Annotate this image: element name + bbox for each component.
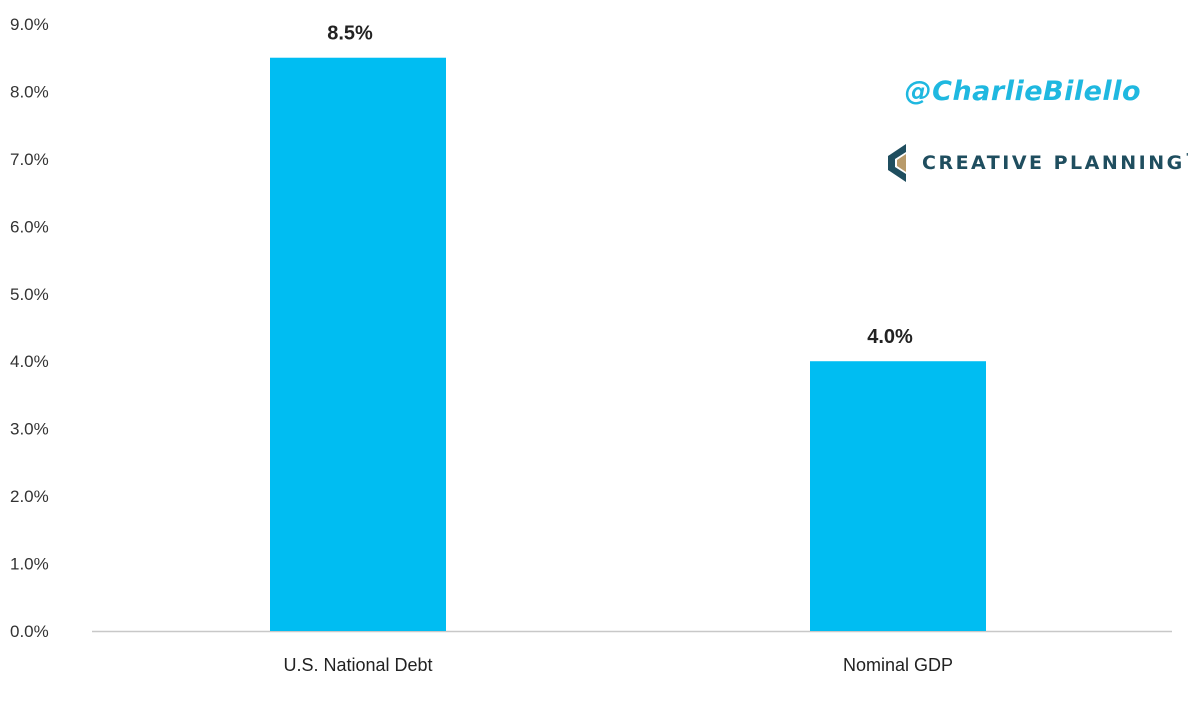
data-label: 8.5%	[327, 23, 373, 45]
y-tick-label: 7.0%	[10, 150, 49, 169]
y-tick-label: 6.0%	[10, 217, 49, 236]
bar	[270, 57, 446, 631]
company-trademark: '	[1185, 152, 1192, 163]
data-label: 4.0%	[867, 326, 913, 348]
x-category-label: U.S. National Debt	[283, 655, 432, 675]
y-tick-label: 4.0%	[10, 352, 49, 371]
creative-planning-c-logo-icon	[888, 144, 906, 182]
company-brand: CREATIVE PLANNING'	[882, 142, 1191, 184]
x-category-label: Nominal GDP	[843, 655, 953, 675]
y-tick-label: 1.0%	[10, 555, 49, 574]
company-name: CREATIVE PLANNING'	[922, 152, 1192, 174]
y-tick-label: 0.0%	[10, 622, 49, 641]
author-handle: @CharlieBilello	[904, 76, 1141, 107]
y-tick-label: 5.0%	[10, 285, 49, 304]
bar	[810, 361, 986, 631]
y-tick-label: 3.0%	[10, 420, 49, 439]
y-tick-label: 8.0%	[10, 82, 49, 101]
y-tick-label: 2.0%	[10, 487, 49, 506]
y-tick-label: 9.0%	[10, 15, 49, 34]
